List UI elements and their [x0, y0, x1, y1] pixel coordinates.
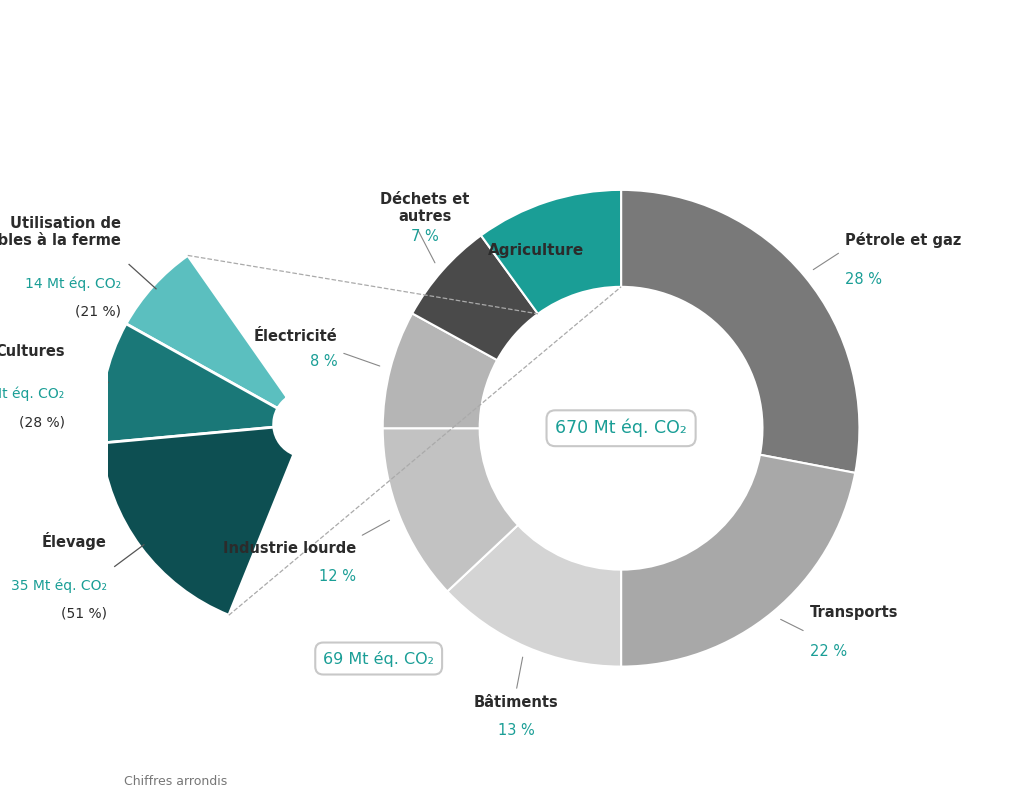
Text: (51 %): (51 %): [60, 607, 106, 621]
Text: 28 %: 28 %: [845, 272, 882, 287]
Text: Chiffres arrondis: Chiffres arrondis: [124, 775, 227, 788]
Text: (28 %): (28 %): [18, 415, 65, 429]
Wedge shape: [126, 255, 288, 409]
Wedge shape: [100, 324, 278, 443]
Text: 7 %: 7 %: [411, 229, 438, 244]
Text: 35 Mt éq. CO₂: 35 Mt éq. CO₂: [10, 579, 106, 593]
Wedge shape: [622, 190, 859, 473]
Text: Transports: Transports: [810, 604, 898, 620]
Wedge shape: [481, 190, 622, 314]
Text: Pétrole et gaz: Pétrole et gaz: [845, 232, 962, 248]
Text: Bâtiments: Bâtiments: [474, 695, 558, 710]
Text: Élevage: Élevage: [42, 532, 106, 550]
Text: Cultures: Cultures: [0, 343, 65, 359]
Wedge shape: [447, 525, 622, 667]
Text: Agriculture: Agriculture: [487, 242, 584, 258]
Text: 8 %: 8 %: [309, 354, 337, 368]
Wedge shape: [383, 428, 518, 591]
Text: 22 %: 22 %: [810, 644, 847, 659]
Text: Électricité: Électricité: [253, 330, 337, 344]
Wedge shape: [622, 455, 855, 667]
Wedge shape: [413, 235, 538, 360]
Wedge shape: [383, 314, 498, 428]
Text: 69 Mt éq. CO₂: 69 Mt éq. CO₂: [324, 650, 434, 667]
Text: 14 Mt éq. CO₂: 14 Mt éq. CO₂: [25, 276, 121, 291]
Wedge shape: [100, 427, 294, 615]
Text: Industrie lourde: Industrie lourde: [222, 541, 355, 556]
Text: (21 %): (21 %): [75, 305, 121, 319]
Text: Utilisation de
combustibles à la ferme: Utilisation de combustibles à la ferme: [0, 216, 121, 248]
Text: 10 %: 10 %: [516, 271, 555, 286]
Text: Déchets et
autres: Déchets et autres: [380, 191, 470, 224]
Text: 13 %: 13 %: [498, 723, 535, 739]
Text: 12 %: 12 %: [318, 569, 355, 584]
Text: 670 Mt éq. CO₂: 670 Mt éq. CO₂: [555, 419, 687, 437]
Text: 19 Mt éq. CO₂: 19 Mt éq. CO₂: [0, 387, 65, 402]
